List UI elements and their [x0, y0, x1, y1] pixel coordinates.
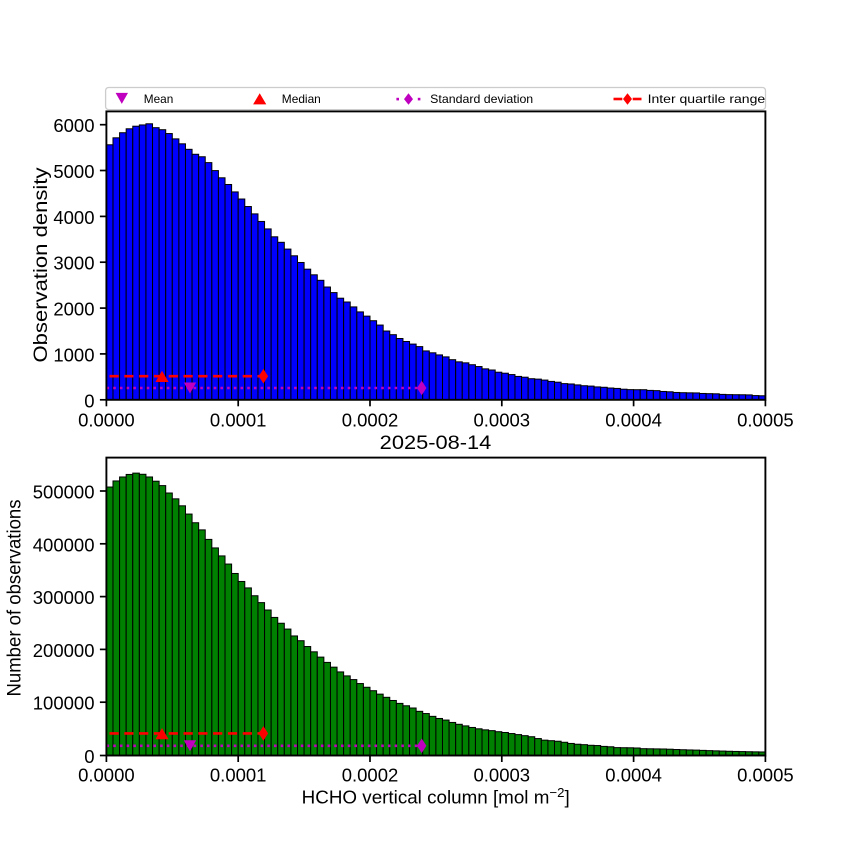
svg-text:4000: 4000 — [53, 207, 94, 228]
svg-text:Inter quartile range: Inter quartile range — [648, 92, 766, 106]
svg-text:Median: Median — [282, 92, 321, 106]
svg-text:5000: 5000 — [53, 161, 94, 182]
svg-text:2025-08-14: 2025-08-14 — [380, 432, 492, 454]
svg-text:0.0004: 0.0004 — [605, 764, 662, 785]
svg-text:2000: 2000 — [53, 299, 94, 320]
svg-text:0.0003: 0.0003 — [474, 764, 531, 785]
svg-text:0.0005: 0.0005 — [737, 409, 794, 430]
svg-text:Standard deviation: Standard deviation — [430, 92, 533, 106]
svg-text:3000: 3000 — [53, 253, 94, 274]
svg-text:100000: 100000 — [33, 693, 95, 714]
svg-text:0.0001: 0.0001 — [210, 764, 267, 785]
svg-text:0.0000: 0.0000 — [78, 409, 135, 430]
svg-text:6000: 6000 — [53, 115, 94, 136]
svg-text:0.0001: 0.0001 — [210, 409, 267, 430]
svg-text:0.0000: 0.0000 — [78, 764, 135, 785]
svg-text:0.0005: 0.0005 — [737, 764, 794, 785]
svg-text:400000: 400000 — [33, 534, 95, 555]
svg-text:0.0003: 0.0003 — [474, 409, 531, 430]
svg-text:0: 0 — [84, 746, 94, 767]
svg-text:300000: 300000 — [33, 587, 95, 608]
svg-text:0: 0 — [84, 390, 94, 411]
svg-text:1000: 1000 — [53, 344, 94, 365]
svg-text:HCHO vertical column [mol m−2]: HCHO vertical column [mol m −2] — [302, 785, 570, 808]
svg-text:0.0002: 0.0002 — [342, 764, 399, 785]
svg-text:200000: 200000 — [33, 640, 95, 661]
svg-text:Mean: Mean — [144, 92, 174, 106]
svg-text:Number of observations: Number of observations — [4, 499, 26, 696]
svg-text:500000: 500000 — [33, 482, 95, 503]
svg-text:0.0004: 0.0004 — [605, 409, 662, 430]
svg-text:0.0002: 0.0002 — [342, 409, 399, 430]
svg-text:Observation density: Observation density — [30, 167, 52, 362]
